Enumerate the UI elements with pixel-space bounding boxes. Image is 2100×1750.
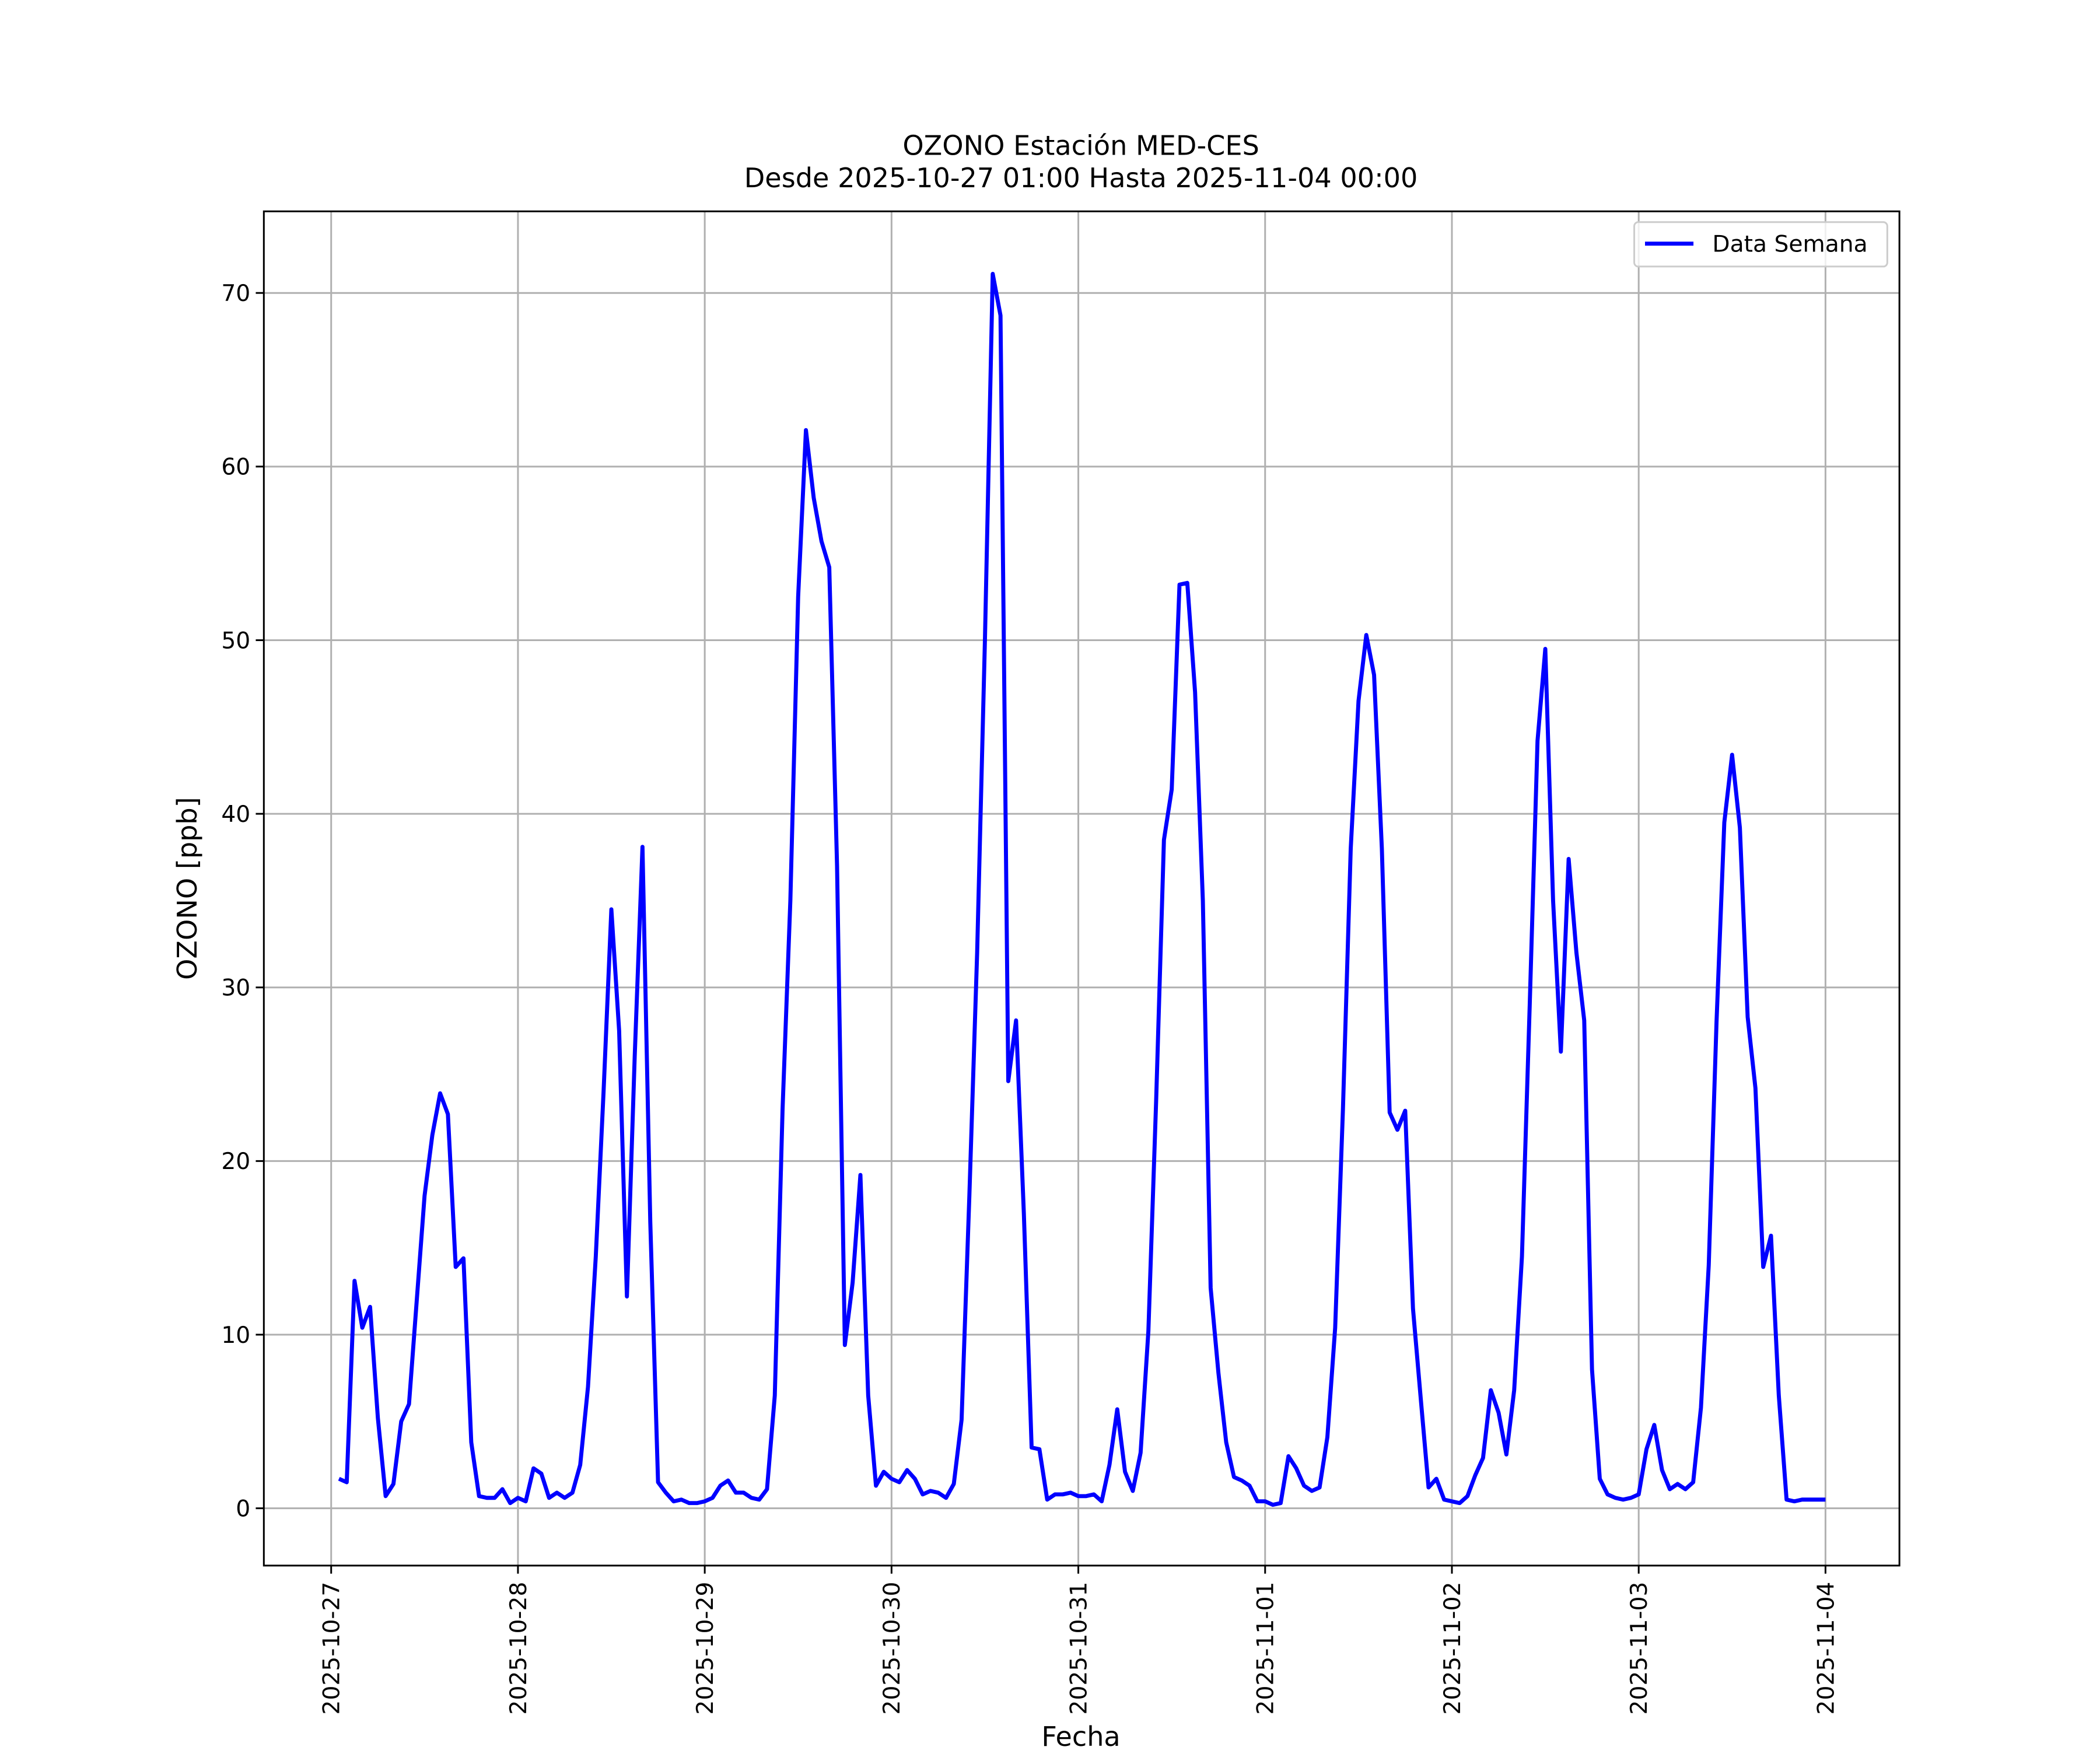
x-tick-label: 2025-10-31 <box>1066 1582 1092 1715</box>
x-tick-label: 2025-10-28 <box>506 1582 532 1715</box>
x-axis-label: Fecha <box>1041 1721 1120 1750</box>
y-tick-label: 10 <box>221 1322 250 1349</box>
y-tick-label: 70 <box>221 281 250 307</box>
x-tick-label: 2025-11-01 <box>1253 1582 1279 1715</box>
chart-title: OZONO Estación MED-CES <box>902 130 1259 161</box>
legend-box <box>1633 221 1888 268</box>
plot-frame <box>262 210 1901 1567</box>
data-line <box>338 271 1826 1507</box>
y-tick-label: 20 <box>221 1149 250 1175</box>
y-tick-label: 30 <box>221 975 250 1002</box>
y-tick-label: 40 <box>221 802 250 828</box>
x-tick-label: 2025-10-27 <box>319 1582 345 1715</box>
y-tick-label: 60 <box>221 454 250 481</box>
y-tick-label: 50 <box>221 628 250 654</box>
y-tick-label: 0 <box>236 1496 250 1522</box>
x-tick-label: 2025-10-29 <box>692 1582 719 1715</box>
chart-subtitle: Desde 2025-10-27 01:00 Hasta 2025-11-04 … <box>744 162 1418 194</box>
legend-label: Data Semana <box>1712 232 1867 258</box>
x-tick-label: 2025-11-02 <box>1440 1582 1466 1715</box>
x-tick-label: 2025-11-03 <box>1626 1582 1653 1715</box>
y-axis-label: OZONO [ppb] <box>172 797 203 980</box>
x-tick-label: 2025-11-04 <box>1813 1582 1839 1715</box>
x-tick-label: 2025-10-30 <box>879 1582 905 1715</box>
